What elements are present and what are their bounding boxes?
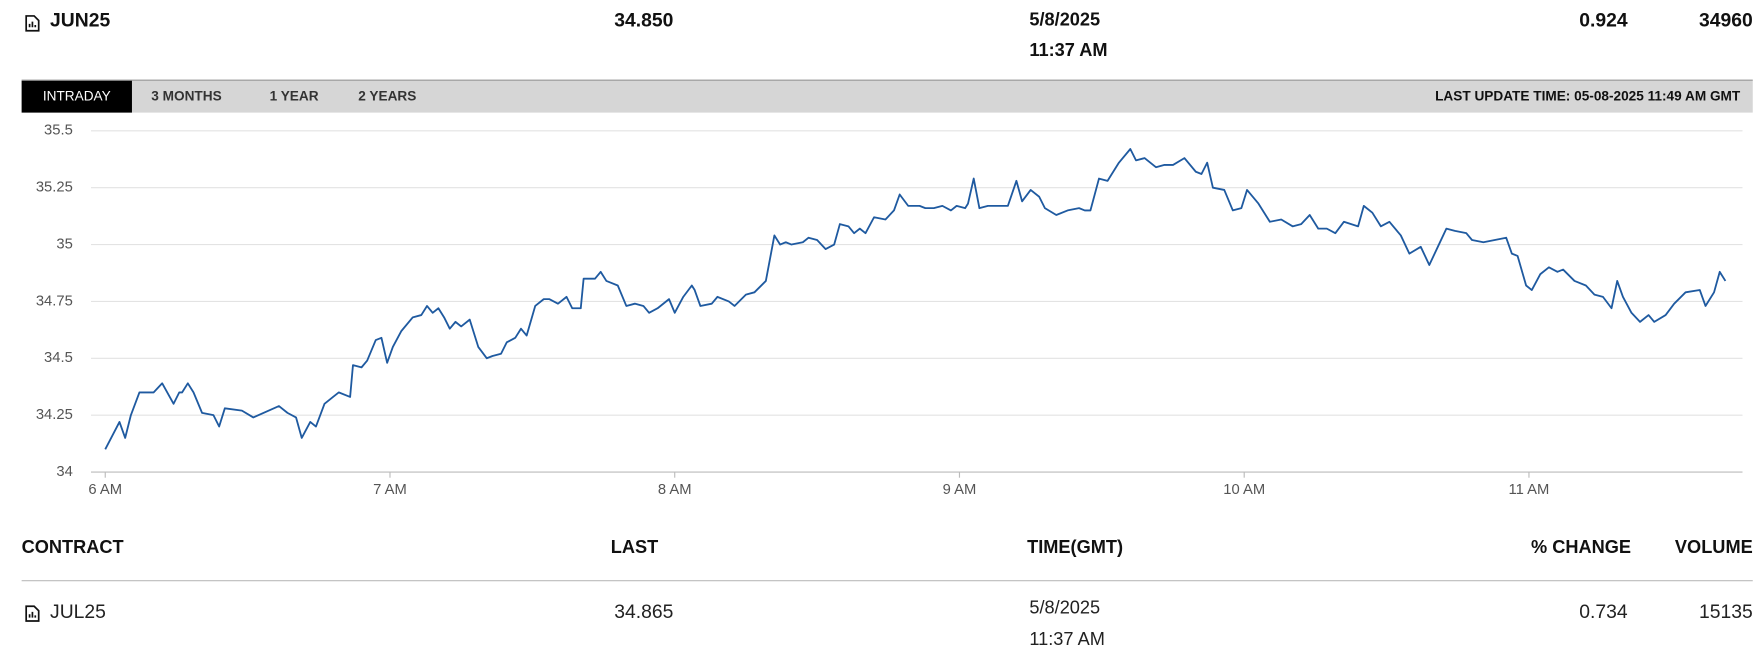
cell: 5/8/2025	[1029, 597, 1100, 617]
x-tick-label: 11 AM	[1509, 482, 1550, 498]
tab[interactable]: 3 MONTHS	[151, 88, 221, 103]
cell: 34.865	[614, 602, 673, 623]
x-tick-label: 10 AM	[1223, 482, 1265, 498]
contract-name[interactable]: JUN25	[50, 11, 110, 32]
column-header: % CHANGE	[1531, 537, 1631, 557]
x-tick-label: 8 AM	[658, 482, 692, 498]
table: CONTRACT LAST TIME(GMT) % CHANGE VOLUME …	[22, 537, 1753, 649]
change: 0.924	[1579, 11, 1628, 32]
x-tick-label: 6 AM	[88, 482, 122, 498]
column-header: CONTRACT	[22, 537, 124, 557]
cell: 15135	[1699, 602, 1753, 623]
y-tick-label: 35	[56, 236, 72, 252]
price-line	[104, 148, 1727, 450]
tab-bar: INTRADAY 3 MONTHS 1 YEAR 2 YEARS LAST UP…	[21, 79, 1753, 113]
y-tick-label: 34	[56, 464, 72, 480]
chart-icon[interactable]	[25, 605, 40, 622]
cell: 11:37 AM	[1029, 629, 1105, 649]
volume: 34960	[1699, 11, 1753, 32]
tab[interactable]: INTRADAY	[43, 88, 111, 103]
date: 5/8/2025	[1029, 9, 1100, 29]
last-price: 34.850	[614, 11, 673, 32]
cell[interactable]: JUL25	[50, 602, 106, 623]
x-tick-label: 7 AM	[373, 482, 407, 498]
column-header: LAST	[611, 537, 659, 557]
column-header: VOLUME	[1675, 537, 1753, 557]
y-tick-label: 34.5	[44, 350, 73, 366]
cell: 0.734	[1579, 602, 1628, 623]
column-header: TIME(GMT)	[1027, 537, 1123, 557]
y-tick-label: 35.25	[36, 180, 73, 196]
chart: 34 34.25 34.5 34.75 35 35.25 35.5 6 AM 7 AM 8 AM 9…	[36, 123, 1743, 498]
x-tick-label: 9 AM	[943, 482, 977, 498]
y-tick-label: 34.75	[36, 293, 73, 309]
tab[interactable]: 2 YEARS	[358, 88, 416, 103]
header: JUN25 34.850 5/8/2025 11:37 AM 0.924 349…	[25, 9, 1753, 60]
active-tab-bg	[21, 80, 132, 113]
chart-icon[interactable]	[25, 15, 40, 32]
last-update: LAST UPDATE TIME: 05-08-2025 11:49 AM GM…	[1435, 88, 1741, 103]
y-tick-label: 35.5	[44, 123, 73, 139]
time: 11:37 AM	[1029, 40, 1107, 60]
tab-bar-bg	[21, 79, 1753, 113]
tab[interactable]: 1 YEAR	[270, 88, 319, 103]
y-tick-label: 34.25	[36, 407, 73, 423]
